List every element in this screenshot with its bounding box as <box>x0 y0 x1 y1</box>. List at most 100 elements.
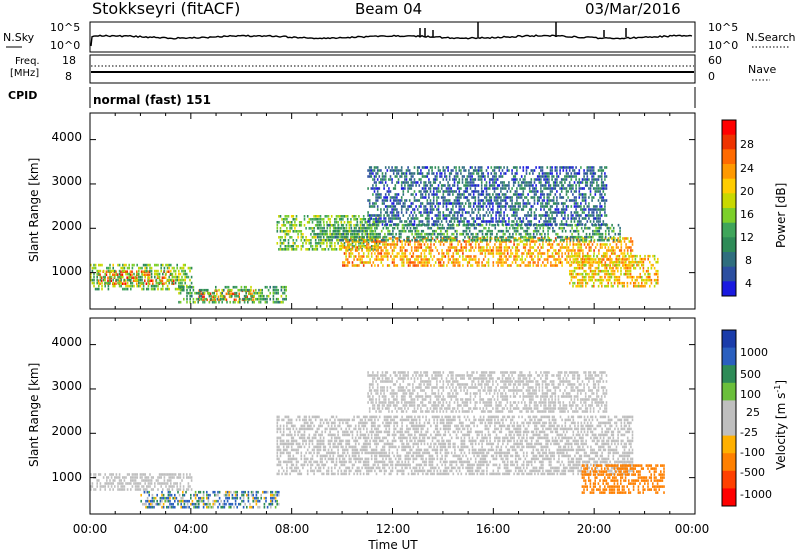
data-cell <box>471 264 474 267</box>
data-cell <box>578 254 581 258</box>
data-cell <box>517 184 520 187</box>
data-cell <box>355 235 357 239</box>
data-cell <box>149 269 151 273</box>
data-cell <box>130 488 132 491</box>
data-cell <box>388 264 391 267</box>
data-cell <box>280 288 283 292</box>
data-cell <box>528 187 531 190</box>
data-cell <box>511 169 513 172</box>
data-cell <box>575 257 577 261</box>
data-cell <box>556 258 559 261</box>
data-cell <box>401 223 404 227</box>
data-cell <box>107 485 110 488</box>
data-cell <box>408 172 411 175</box>
data-cell <box>633 281 635 285</box>
data-cell <box>538 214 541 217</box>
data-cell <box>430 252 432 255</box>
data-cell <box>602 208 605 211</box>
data-cell <box>387 238 389 242</box>
data-cell <box>279 230 282 233</box>
data-cell <box>511 214 513 217</box>
data-cell <box>518 255 520 258</box>
data-cell <box>311 245 314 248</box>
data-cell <box>146 476 148 479</box>
data-cell <box>285 288 287 292</box>
data-cell <box>609 249 611 252</box>
data-cell <box>381 220 384 223</box>
data-cell <box>549 220 552 223</box>
data-cell <box>575 211 577 214</box>
power-y-tick: 2000 <box>51 219 82 233</box>
data-cell <box>642 260 645 264</box>
data-cell <box>106 266 108 270</box>
data-cell <box>381 223 384 226</box>
data-cell <box>146 266 148 270</box>
data-cell <box>572 166 574 169</box>
data-cell <box>329 239 331 242</box>
data-cell <box>524 246 527 249</box>
data-cell <box>367 243 370 246</box>
data-cell <box>109 272 111 276</box>
data-cell <box>394 243 397 246</box>
data-cell <box>604 232 607 236</box>
data-cell <box>414 238 417 242</box>
data-cell <box>630 264 632 267</box>
data-cell <box>484 187 486 190</box>
data-cell <box>421 223 424 226</box>
data-cell <box>493 187 496 190</box>
data-cell <box>560 196 563 199</box>
data-cell <box>505 237 507 240</box>
data-cell <box>581 284 584 288</box>
data-cell <box>561 252 563 255</box>
data-cell <box>530 255 533 258</box>
data-cell <box>493 166 496 169</box>
data-cell <box>644 257 646 261</box>
data-cell <box>458 178 461 181</box>
data-cell <box>448 214 451 217</box>
data-cell <box>182 266 185 270</box>
data-cell <box>580 181 582 184</box>
data-cell <box>150 269 153 273</box>
data-cell <box>536 178 539 181</box>
data-cell <box>251 300 254 304</box>
data-cell <box>495 220 497 223</box>
data-cell <box>141 479 143 482</box>
data-cell <box>320 223 322 227</box>
data-cell <box>609 243 611 246</box>
data-cell <box>524 264 527 267</box>
data-cell <box>591 257 593 261</box>
data-cell <box>469 178 472 181</box>
data-cell <box>612 229 615 233</box>
data-cell <box>361 223 364 227</box>
data-cell <box>541 190 544 193</box>
data-cell <box>94 473 97 476</box>
data-cell <box>544 217 547 220</box>
data-cell <box>486 229 489 233</box>
data-cell <box>590 246 592 249</box>
data-cell <box>621 257 624 261</box>
data-cell <box>234 294 236 298</box>
data-cell <box>358 215 360 218</box>
data-cell <box>588 214 590 217</box>
data-cell <box>532 205 534 208</box>
data-cell <box>313 236 315 239</box>
data-cell <box>112 269 114 273</box>
data-cell <box>593 238 596 242</box>
data-cell <box>626 284 629 288</box>
data-cell <box>541 166 544 169</box>
data-cell <box>647 254 649 258</box>
data-cell <box>428 169 430 172</box>
data-cell <box>549 217 552 220</box>
data-cell <box>424 184 427 187</box>
data-cell <box>338 233 341 236</box>
data-cell <box>370 248 373 251</box>
data-cell <box>157 287 159 291</box>
data-cell <box>492 220 494 223</box>
data-cell <box>480 199 483 202</box>
data-cell <box>122 287 124 291</box>
data-cell <box>454 246 456 249</box>
data-cell <box>578 281 581 285</box>
data-cell <box>321 248 323 251</box>
data-cell <box>314 248 317 251</box>
data-cell <box>480 172 483 175</box>
